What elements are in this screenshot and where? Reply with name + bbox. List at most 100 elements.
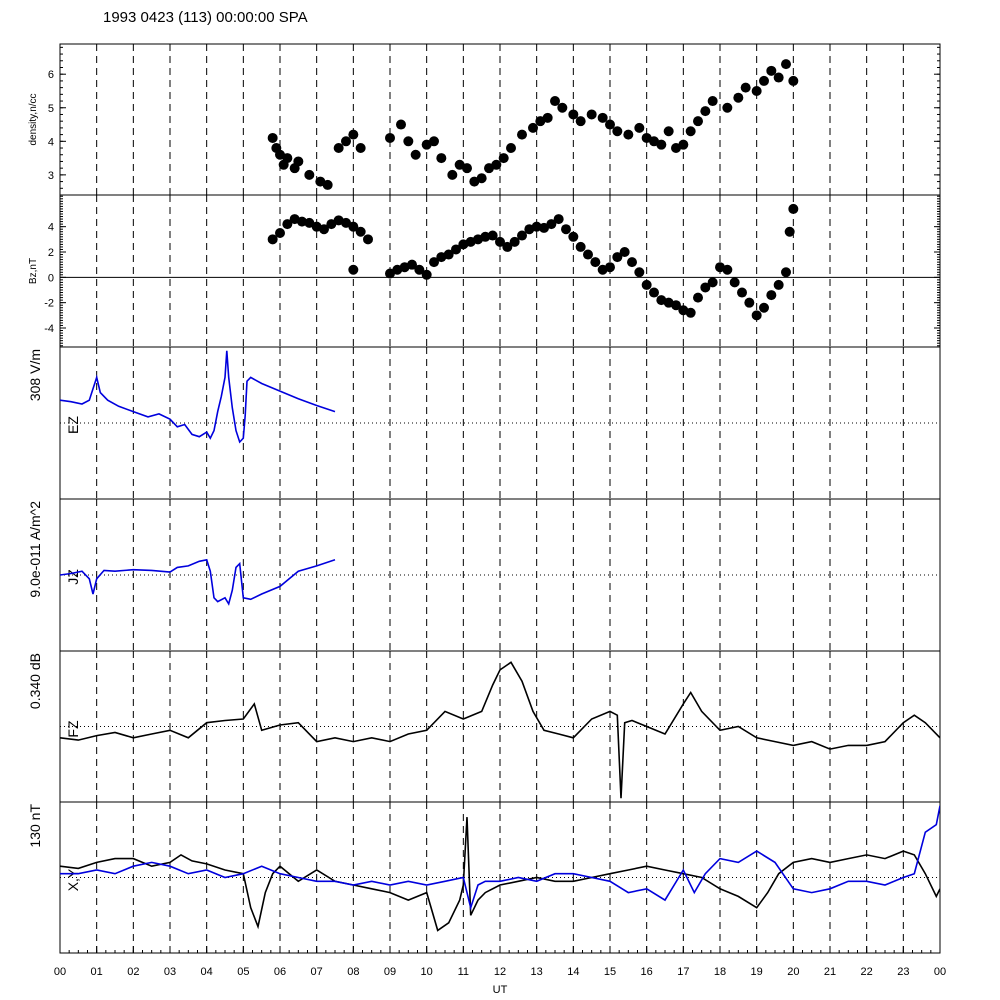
- x-tick-label: 01: [91, 966, 103, 978]
- x-tick-label: 02: [127, 966, 139, 978]
- data-point: [542, 112, 553, 123]
- data-point: [722, 102, 733, 113]
- data-point: [605, 262, 615, 273]
- data-point: [528, 122, 538, 133]
- data-point: [304, 169, 315, 180]
- y-axis-label: FZ: [65, 720, 81, 738]
- y-axis-label: density,n/cc: [28, 93, 39, 145]
- series-xy-0: [60, 817, 940, 932]
- data-point: [744, 297, 755, 308]
- data-point: [421, 269, 432, 280]
- x-tick-label: 11: [458, 966, 469, 978]
- data-point: [568, 109, 579, 120]
- data-point: [590, 257, 601, 268]
- data-point: [396, 119, 406, 130]
- data-point: [788, 75, 799, 86]
- data-point: [605, 119, 615, 130]
- data-point: [557, 102, 568, 113]
- data-point: [766, 65, 777, 76]
- data-point: [550, 96, 560, 107]
- series-line: [60, 817, 940, 932]
- x-tick-label: 17: [677, 966, 689, 978]
- panel-jz: 9.0e-011 A/m^2 JZ: [27, 498, 941, 652]
- y-axis-label: X,Y: [65, 868, 81, 891]
- data-point: [656, 139, 667, 150]
- x-tick-label: 04: [201, 966, 213, 978]
- x-tick-label: 14: [567, 966, 579, 978]
- data-point: [729, 277, 740, 288]
- data-point: [414, 264, 425, 275]
- x-tick-label: 15: [604, 966, 616, 978]
- y-tick-label: 5: [48, 103, 54, 115]
- data-point: [355, 226, 366, 237]
- series-density-0: [267, 59, 799, 190]
- data-point: [788, 203, 799, 214]
- data-point: [407, 259, 417, 270]
- data-point: [751, 85, 762, 96]
- data-point: [341, 136, 351, 147]
- series-jz-0: [60, 558, 336, 606]
- data-point: [568, 231, 579, 242]
- data-point: [304, 217, 315, 228]
- panels-group: 3 4 5 6 density,n/cc -4 -2 0 2 4 Bz,nT 308 V/m EZ 9.0…: [27, 43, 941, 954]
- data-point: [627, 257, 637, 268]
- data-point: [447, 169, 458, 180]
- data-point: [517, 129, 527, 140]
- panel-fz: 0.340 dB FZ: [27, 650, 941, 803]
- series-fz-0: [60, 661, 940, 799]
- data-point: [403, 136, 414, 147]
- data-point: [634, 122, 645, 133]
- data-point: [700, 106, 711, 117]
- data-point: [737, 287, 747, 298]
- data-point: [275, 228, 285, 238]
- data-point: [267, 132, 278, 143]
- x-tick-label: 00: [54, 966, 66, 978]
- data-point: [700, 282, 711, 293]
- data-point: [546, 219, 557, 230]
- x-tick-label: 03: [164, 966, 176, 978]
- y-tick-label: 3: [48, 170, 54, 182]
- x-tick-label: 05: [237, 966, 249, 978]
- data-point: [539, 222, 549, 233]
- data-point: [517, 230, 527, 241]
- scale-label: 0.340 dB: [27, 653, 43, 709]
- data-point: [707, 277, 718, 288]
- data-point: [498, 153, 509, 164]
- data-point: [773, 279, 784, 290]
- data-point: [282, 219, 293, 230]
- series-bz-0: [267, 203, 799, 321]
- data-point: [693, 292, 703, 303]
- data-point: [476, 173, 487, 184]
- data-point: [575, 116, 586, 127]
- y-tick-label: -2: [44, 298, 54, 310]
- y-tick-label: 0: [48, 272, 54, 284]
- data-point: [506, 143, 516, 154]
- data-point: [784, 226, 795, 237]
- data-point: [663, 126, 674, 137]
- data-point: [293, 156, 304, 167]
- y-axis-label: EZ: [65, 416, 81, 434]
- data-point: [385, 132, 395, 143]
- data-point: [759, 302, 769, 313]
- y-tick-label: 6: [48, 69, 54, 81]
- data-point: [355, 143, 366, 154]
- x-tick-label: 23: [897, 966, 909, 978]
- data-point: [333, 143, 344, 154]
- y-tick-label: -4: [44, 323, 54, 335]
- x-tick-label: 18: [714, 966, 726, 978]
- data-point: [487, 230, 498, 241]
- data-point: [451, 244, 461, 255]
- data-point: [733, 92, 744, 103]
- data-point: [623, 129, 634, 140]
- data-point: [781, 267, 791, 278]
- data-point: [429, 257, 439, 268]
- data-point: [341, 217, 351, 228]
- data-point: [722, 264, 733, 275]
- x-tick-label: 09: [384, 966, 396, 978]
- data-point: [751, 310, 762, 321]
- data-point: [429, 136, 439, 147]
- data-point: [678, 139, 689, 150]
- data-point: [348, 221, 359, 232]
- data-point: [586, 109, 597, 120]
- data-point: [385, 268, 395, 279]
